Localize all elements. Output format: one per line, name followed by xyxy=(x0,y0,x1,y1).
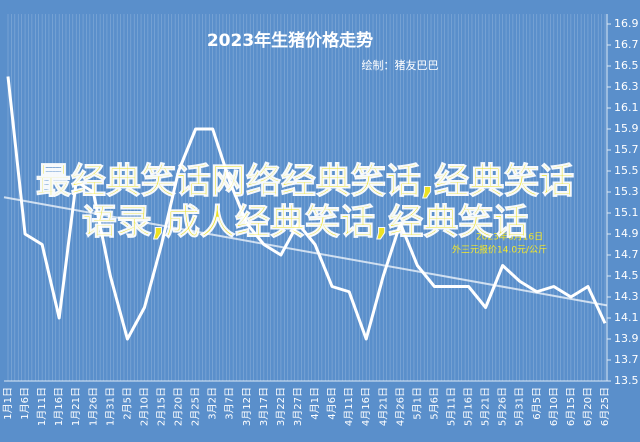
x-tick-label: 2月20日 xyxy=(173,387,185,426)
y-tick-label: 13.9 xyxy=(614,332,639,345)
x-tick-label: 4月1日 xyxy=(309,387,321,420)
x-tick-label: 5月6日 xyxy=(428,387,440,420)
y-tick-label: 16.1 xyxy=(614,101,639,114)
x-tick-label: 2月10日 xyxy=(138,387,150,426)
annotation: 外三元报价14.0元/公斤 xyxy=(452,244,547,256)
x-tick-label: 5月31日 xyxy=(514,387,526,426)
x-tick-label: 2月15日 xyxy=(156,387,168,426)
y-tick-label: 14.3 xyxy=(614,290,639,303)
x-tick-label: 3月12日 xyxy=(241,387,253,426)
line xyxy=(6,76,607,341)
x-tick-label: 1月6日 xyxy=(19,387,31,420)
watermark: 最经典笑话网络经典笑话,经典笑话语录,成人经典笑话,经典笑话 xyxy=(35,162,575,244)
x-tick-label: 3月22日 xyxy=(275,387,287,426)
x-tick-label: 3月27日 xyxy=(292,387,304,426)
x-tick-label: 2月25日 xyxy=(190,387,202,426)
chart-title: 2023年生猪价格走势 xyxy=(207,30,373,51)
y-tick-label: 15.1 xyxy=(614,206,639,219)
x-tick-label: 3月7日 xyxy=(224,387,236,420)
trendline xyxy=(3,196,608,307)
x-tick-label: 6月10日 xyxy=(548,387,560,426)
y-tick-label: 16.9 xyxy=(614,17,639,30)
y-tick-label: 15.7 xyxy=(614,143,639,156)
y-tick-label: 16.3 xyxy=(614,80,639,93)
x-tick-label: 5月1日 xyxy=(411,387,423,420)
x-tick-label: 5月16日 xyxy=(463,387,475,426)
x-tick-label: 1月1日 xyxy=(2,387,14,420)
x-tick-label: 6月20日 xyxy=(582,387,594,426)
x-tick-label: 4月21日 xyxy=(377,387,389,426)
x-tick-label: 4月6日 xyxy=(326,387,338,420)
y-tick-label: 14.9 xyxy=(614,227,639,240)
x-tick-label: 6月5日 xyxy=(531,387,543,420)
y-tick-label: 14.1 xyxy=(614,311,639,324)
x-tick-label: 1月26日 xyxy=(87,387,99,426)
x-tick-label: 4月11日 xyxy=(343,387,355,426)
y-tick-label: 15.5 xyxy=(614,164,639,177)
y-tick-label: 14.7 xyxy=(614,248,639,261)
x-tick-label: 5月21日 xyxy=(480,387,492,426)
y-tick-label: 13.7 xyxy=(614,353,639,366)
annotation: 2023年6月16日 xyxy=(476,231,543,243)
x-tick-label: 5月26日 xyxy=(497,387,509,426)
x-tick-label: 4月16日 xyxy=(360,387,372,426)
y-tick-label: 15.3 xyxy=(614,185,639,198)
x-tick-label: 4月26日 xyxy=(394,387,406,426)
y-tick-label: 13.5 xyxy=(614,374,639,387)
x-tick-label: 2月5日 xyxy=(121,387,133,420)
y-tick-label: 16.7 xyxy=(614,38,639,51)
x-tick-label: 6月15日 xyxy=(565,387,577,426)
x-tick-label: 3月17日 xyxy=(258,387,270,426)
x-tick-label: 1月11日 xyxy=(36,387,48,426)
x-tick-label: 6月25日 xyxy=(599,387,611,426)
x-tick-label: 1月21日 xyxy=(70,387,82,426)
chart-subtitle: 绘制：猪友巴巴 xyxy=(362,58,439,72)
y-tick-label: 15.9 xyxy=(614,122,639,135)
x-tick-label: 5月11日 xyxy=(445,387,457,426)
x-tick-label: 3月2日 xyxy=(207,387,219,420)
y-tick-label: 14.5 xyxy=(614,269,639,282)
x-tick-label: 1月31日 xyxy=(104,387,116,426)
y-tick-label: 16.5 xyxy=(614,59,639,72)
x-tick-label: 1月16日 xyxy=(53,387,65,426)
